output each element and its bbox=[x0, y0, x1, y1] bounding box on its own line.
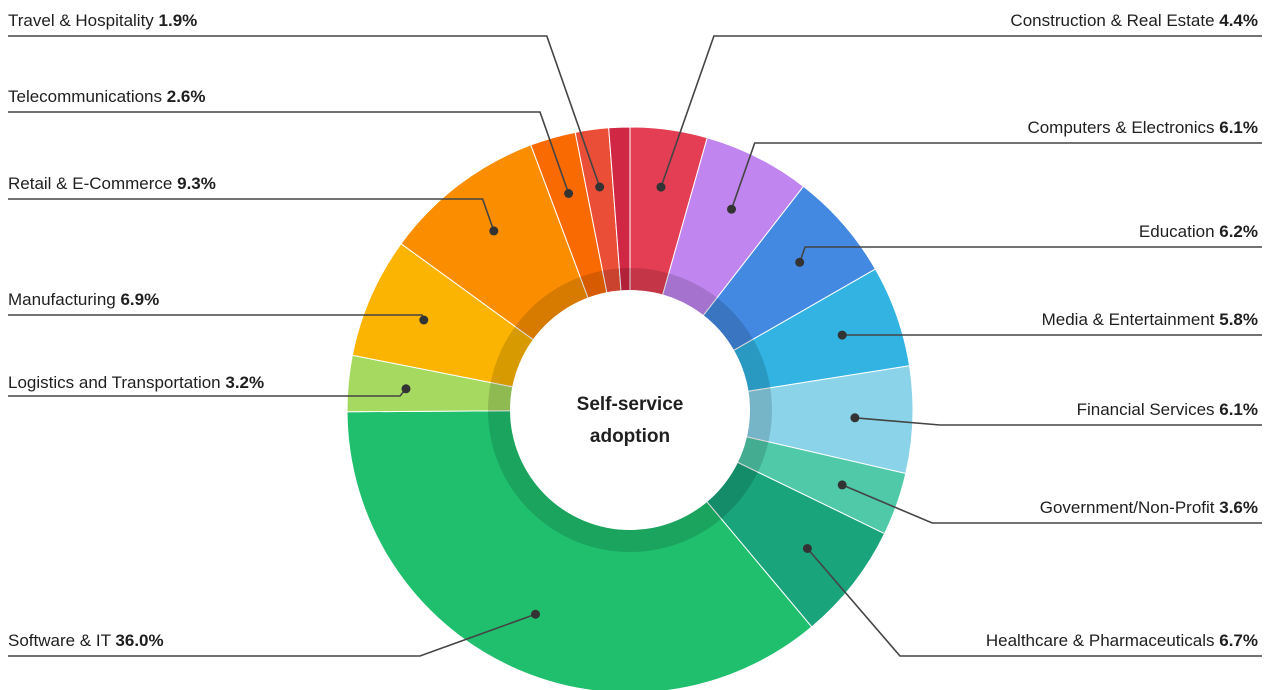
center-title-line-2: adoption bbox=[590, 426, 670, 447]
leader-line bbox=[8, 111, 570, 194]
leader-dot bbox=[531, 609, 540, 619]
slice-label-value: 5.8% bbox=[1219, 310, 1258, 329]
leader-lines-group bbox=[8, 35, 1262, 657]
slice-label-value: 2.6% bbox=[167, 87, 206, 106]
slice-label: Telecommunications 2.6% bbox=[8, 87, 206, 106]
slice-label: Logistics and Transportation 3.2% bbox=[8, 373, 264, 392]
leader-line bbox=[8, 35, 601, 188]
slice-software-it bbox=[346, 409, 813, 690]
leader-dot bbox=[837, 480, 847, 490]
leader-line bbox=[8, 613, 536, 657]
center-title-line-1: Self-service bbox=[577, 394, 684, 415]
slice-label: Computers & Electronics 6.1% bbox=[1027, 118, 1258, 137]
slice-label-name: Travel & Hospitality bbox=[8, 11, 159, 30]
slice-label: Manufacturing 6.9% bbox=[8, 290, 159, 309]
slice-label-value: 3.6% bbox=[1219, 498, 1258, 517]
slice-label: Software & IT 36.0% bbox=[8, 631, 164, 650]
slice-label-value: 3.2% bbox=[225, 373, 264, 392]
slice-label-value: 6.7% bbox=[1219, 631, 1258, 650]
slice-label-value: 6.1% bbox=[1219, 400, 1258, 419]
slice-label: Retail & E-Commerce 9.3% bbox=[8, 174, 216, 193]
slice-label-name: Government/Non-Profit bbox=[1040, 498, 1220, 517]
leader-dot bbox=[795, 257, 805, 267]
slice-label: Financial Services 6.1% bbox=[1077, 400, 1258, 419]
leader-dot bbox=[656, 182, 666, 192]
leader-line bbox=[8, 198, 495, 232]
slice-label-name: Software & IT bbox=[8, 631, 115, 650]
leader-dot bbox=[802, 544, 812, 553]
slice-label-name: Manufacturing bbox=[8, 290, 120, 309]
slice-label: Travel & Hospitality 1.9% bbox=[8, 11, 197, 30]
leader-line bbox=[798, 246, 1262, 263]
slice-label: Education 6.2% bbox=[1139, 222, 1258, 241]
leader-line bbox=[841, 484, 1262, 524]
leader-dot bbox=[419, 315, 429, 325]
leader-dot bbox=[564, 189, 574, 198]
leader-dot bbox=[595, 182, 605, 192]
slice-label-value: 4.4% bbox=[1219, 11, 1258, 30]
slice-label: Construction & Real Estate 4.4% bbox=[1010, 11, 1258, 30]
slice-label-value: 9.3% bbox=[177, 174, 216, 193]
leader-dot bbox=[850, 413, 860, 423]
slice-label: Media & Entertainment 5.8% bbox=[1042, 310, 1258, 329]
leader-dot bbox=[837, 330, 847, 340]
slice-label-name: Telecommunications bbox=[8, 87, 167, 106]
leader-line bbox=[854, 417, 1262, 426]
leader-dot bbox=[401, 384, 411, 394]
leader-line bbox=[806, 547, 1262, 657]
slice-label: Government/Non-Profit 3.6% bbox=[1040, 498, 1258, 517]
slice-label-value: 6.2% bbox=[1219, 222, 1258, 241]
slice-label-name: Education bbox=[1139, 222, 1219, 241]
slice-label-name: Media & Entertainment bbox=[1042, 310, 1220, 329]
slice-label-name: Construction & Real Estate bbox=[1010, 11, 1219, 30]
slice-label: Healthcare & Pharmaceuticals 6.7% bbox=[986, 631, 1258, 650]
slice-label-name: Financial Services bbox=[1077, 400, 1220, 419]
leader-dot bbox=[727, 204, 736, 214]
leader-line bbox=[660, 35, 1262, 188]
slice-label-value: 36.0% bbox=[115, 631, 163, 650]
labels-group: Construction & Real Estate 4.4% Computers… bbox=[8, 11, 1258, 650]
leader-line bbox=[730, 142, 1262, 210]
slice-label-value: 6.1% bbox=[1219, 118, 1258, 137]
slice-label-name: Logistics and Transportation bbox=[8, 373, 225, 392]
slice-label-value: 1.9% bbox=[159, 11, 198, 30]
slice-label-name: Healthcare & Pharmaceuticals bbox=[986, 631, 1219, 650]
leader-dot bbox=[489, 226, 499, 236]
slice-label-name: Retail & E-Commerce bbox=[8, 174, 177, 193]
center-hole bbox=[510, 290, 750, 530]
slice-label-value: 6.9% bbox=[120, 290, 159, 309]
slice-label-name: Computers & Electronics bbox=[1027, 118, 1219, 137]
